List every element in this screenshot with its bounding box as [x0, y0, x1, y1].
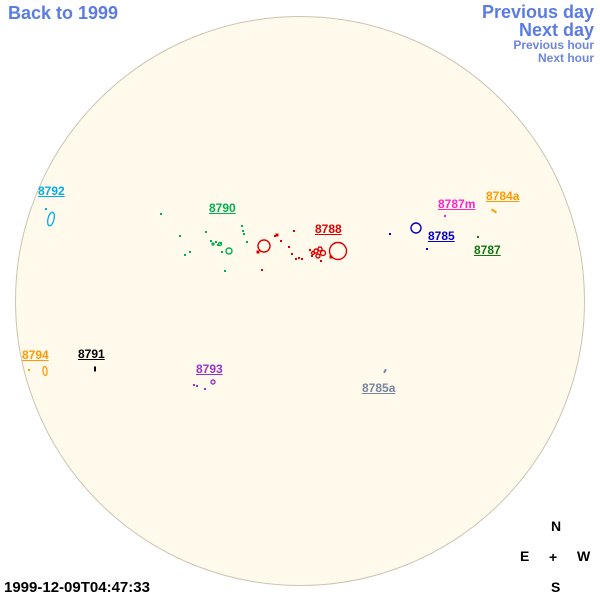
compass-north-label: N	[551, 518, 562, 534]
sunspot-mark	[42, 365, 48, 377]
solar-disk	[15, 16, 585, 586]
sunspot-marks-8794	[28, 365, 48, 377]
sunspot-mark	[256, 250, 260, 254]
sunspot-mark	[224, 270, 226, 272]
sunspot-mark	[261, 269, 263, 271]
sunspot-mark	[313, 248, 319, 254]
sunspot-mark	[288, 246, 290, 248]
sunspot-marks-8788	[256, 230, 348, 271]
compass-center-mark: +	[549, 549, 558, 565]
sunspot-mark	[221, 251, 223, 253]
region-link-8787m[interactable]: 8787m	[438, 197, 476, 211]
sunspot-mark	[315, 253, 321, 259]
sunspot-mark	[274, 235, 276, 237]
sunspot-mark	[293, 230, 295, 232]
sunspot-mark	[28, 369, 30, 371]
sunspot-marks-8785	[389, 222, 428, 250]
region-link-8785a[interactable]: 8785a	[362, 381, 396, 395]
sunspot-marks-8793	[193, 379, 216, 390]
region-link-8794[interactable]: 8794	[22, 348, 49, 362]
sunspot-mark	[317, 246, 323, 252]
sunspot-mark	[189, 251, 191, 253]
sunspot-mark	[246, 241, 248, 243]
sunspot-mark	[94, 366, 96, 372]
sunspot-mark	[280, 240, 282, 242]
sunspot-mark	[328, 241, 348, 261]
sunspot-mark	[275, 233, 279, 237]
compass-east-label: E	[520, 548, 530, 564]
sunspot-mark	[389, 233, 391, 235]
sunspot-mark	[210, 240, 212, 242]
sunspot-mark	[46, 211, 56, 227]
sunspot-mark	[311, 255, 313, 257]
sunspot-mark	[243, 233, 245, 235]
sunspot-marks-8791	[94, 366, 96, 372]
region-link-8784a[interactable]: 8784a	[486, 189, 520, 203]
sunspot-mark	[217, 244, 219, 246]
sunspot-mark	[329, 255, 333, 259]
previous-day-link[interactable]: Previous day	[481, 2, 594, 22]
sunspot-mark	[490, 208, 498, 214]
sunspot-mark	[215, 241, 217, 243]
region-link-8785[interactable]: 8785	[428, 229, 455, 243]
sunspot-mark	[204, 388, 206, 390]
sunspot-mark	[319, 249, 327, 257]
next-day-link[interactable]: Next day	[518, 20, 594, 40]
sunspot-marks-8787m	[444, 215, 446, 217]
sunspot-mark	[196, 385, 198, 387]
sunspot-marks-8785a	[383, 368, 387, 374]
sunspot-mark	[205, 231, 207, 233]
compass-south-label: S	[551, 579, 561, 595]
sunspot-mark	[309, 249, 311, 251]
sunspot-mark	[210, 379, 216, 385]
region-link-8788[interactable]: 8788	[315, 222, 342, 236]
sunspot-mark	[217, 241, 223, 247]
observation-timestamp: 1999-12-09T04:47:33	[4, 579, 150, 596]
region-link-8790[interactable]: 8790	[209, 201, 236, 215]
sunspot-marks-layer	[28, 208, 498, 390]
sunspot-mark	[310, 250, 316, 256]
sunspot-marks-8784a	[490, 208, 498, 214]
sunspot-mark	[320, 260, 322, 262]
sunspot-mark	[160, 213, 162, 215]
sunspot-mark	[426, 248, 428, 250]
next-hour-link[interactable]: Next hour	[537, 51, 594, 65]
sunspot-mark	[444, 215, 446, 217]
region-link-8792[interactable]: 8792	[38, 184, 65, 198]
sunspot-mark	[225, 247, 233, 255]
sunspot-mark	[383, 368, 387, 374]
day-hour-nav: Previous day Next day Previous hour Next…	[482, 3, 594, 65]
back-to-year-link[interactable]: Back to 1999	[8, 3, 119, 23]
sunspot-mark	[301, 258, 303, 260]
sunspot-mark	[193, 384, 195, 386]
region-link-8793[interactable]: 8793	[196, 362, 223, 376]
sunspot-mark	[410, 222, 422, 234]
sunspot-marks-8790	[160, 213, 248, 272]
sunspot-mark	[211, 242, 215, 246]
sunspot-mark	[45, 208, 47, 210]
sunspot-marks-8787	[477, 236, 479, 238]
compass-west-label: W	[577, 548, 591, 564]
sunspot-mark	[477, 236, 479, 238]
region-link-8787[interactable]: 8787	[474, 243, 501, 257]
sunspot-mark	[257, 239, 271, 253]
hour-nav-block: Previous hour Next hour	[482, 39, 594, 65]
sunspot-mark	[298, 257, 300, 259]
sunspot-mark	[179, 235, 181, 237]
sunspot-mark	[241, 225, 243, 227]
sunspot-mark	[184, 254, 186, 256]
sunspot-mark	[295, 258, 297, 260]
sunspot-mark	[242, 230, 244, 232]
region-link-8791[interactable]: 8791	[78, 347, 105, 361]
sunspot-marks-8792	[45, 208, 56, 227]
previous-hour-link[interactable]: Previous hour	[513, 38, 594, 52]
sunspot-mark	[291, 253, 293, 255]
